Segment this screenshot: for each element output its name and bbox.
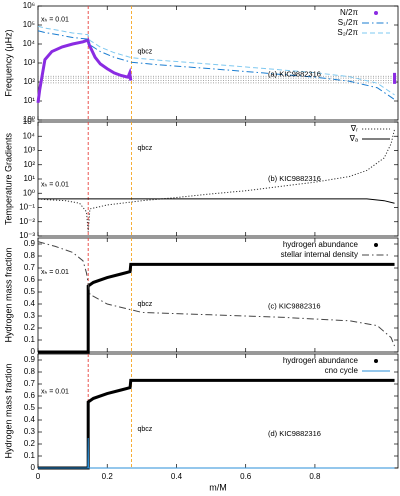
y-tick-label: 10²: [23, 160, 35, 169]
y-tick-label: 10⁵: [23, 117, 35, 126]
y-tick-label: 10⁴: [23, 39, 36, 48]
annotation: qbcz: [137, 48, 152, 55]
y-tick-label: 0.9: [24, 355, 36, 364]
y-tick-label: 0.6: [24, 391, 36, 400]
x-tick-label: 0.2: [102, 472, 114, 481]
y-tick-label: 0.3: [24, 311, 36, 320]
y-tick-label: 10⁻²: [19, 217, 35, 226]
series-line: [38, 198, 395, 204]
y-tick-label: 0.5: [24, 403, 36, 412]
y-tick-label: 0.1: [24, 335, 36, 344]
y-tick-label: 10⁴: [23, 131, 36, 140]
series-line: [38, 262, 395, 354]
y-tick-label: 0.3: [24, 427, 36, 436]
series-line: [37, 25, 395, 96]
y-tick-label: 0.1: [24, 451, 36, 460]
y-tick-label: 10⁰: [23, 188, 35, 197]
y-tick-label: 10²: [23, 77, 35, 86]
panel-label: (b) KIC9882316: [268, 174, 321, 183]
y-tick-label: 10⁶: [23, 1, 35, 10]
annotation: xₕ = 0.01: [41, 388, 69, 395]
legend-symbol: [374, 243, 378, 247]
panel-label: (c) KIC9882316: [268, 301, 321, 310]
y-axis-title: Temperature Gradients: [3, 132, 13, 225]
y-tick-label: 0.5: [24, 287, 36, 296]
series-line: [38, 378, 395, 470]
legend-label: cno cycle: [325, 366, 359, 375]
x-tick-label: 0.4: [171, 472, 183, 481]
x-axis-title: m/M: [209, 482, 227, 492]
series-line: [38, 437, 395, 469]
y-tick-label: 0.2: [24, 323, 36, 332]
annotation: qbcz: [137, 145, 152, 152]
series-line: [37, 129, 396, 232]
series-line: [37, 30, 395, 100]
y-axis-title: Frequency (μHz): [3, 29, 13, 96]
legend-symbol: [374, 359, 378, 363]
y-tick-label: 10⁻¹: [19, 203, 35, 212]
y-tick-label: 10⁰: [23, 115, 35, 124]
y-tick-label: 0.2: [24, 439, 36, 448]
y-tick-label: 0.4: [24, 415, 36, 424]
annotation: qbcz: [137, 426, 152, 433]
y-tick-label: 0.6: [24, 275, 36, 284]
y-tick-label: 10³: [23, 58, 35, 67]
panel-frame: [37, 237, 399, 353]
panel-label: (a) KIC9882316: [268, 69, 321, 78]
legend-label: N/2π: [340, 8, 358, 17]
legend-label: S₂/2π: [337, 28, 358, 37]
y-tick-label: 0.8: [24, 367, 36, 376]
y-tick-label: 0: [31, 463, 36, 472]
y-tick-label: 10¹: [23, 174, 35, 183]
panel-frame: [37, 121, 399, 237]
x-tick-label: 0: [36, 472, 41, 481]
legend-label: ∇ₐ: [349, 134, 359, 143]
series-line: [37, 241, 396, 347]
annotation: qbcz: [137, 301, 152, 308]
y-tick-label: 10⁻³: [19, 231, 35, 240]
legend-symbol: [374, 11, 378, 15]
y-tick-label: 0.7: [24, 379, 36, 388]
panel-label: (d) KIC9882316: [268, 429, 321, 438]
y-tick-label: 10⁵: [23, 20, 35, 29]
y-tick-label: 0: [31, 347, 36, 356]
y-axis-title: Hydrogen mass fraction: [3, 247, 13, 342]
x-tick-label: 0.6: [240, 472, 252, 481]
legend-label: ∇ᵣ: [350, 124, 358, 133]
legend-label: S₁/2π: [338, 18, 359, 27]
series-line: [36, 38, 397, 104]
y-tick-label: 0.8: [24, 251, 36, 260]
y-tick-label: 10³: [23, 146, 35, 155]
legend-label: hydrogen abundance: [283, 240, 359, 249]
legend-label: stellar internal density: [281, 250, 358, 259]
y-tick-label: 10¹: [23, 96, 35, 105]
x-tick-label: 0.8: [309, 472, 321, 481]
annotation: xₕ = 0.01: [41, 17, 69, 24]
annotation: xₕ = 0.01: [41, 182, 69, 189]
y-tick-label: 0.4: [24, 299, 36, 308]
annotation: xₕ = 0.01: [41, 269, 69, 276]
y-tick-label: 0.9: [24, 239, 36, 248]
y-tick-label: 0.7: [24, 263, 36, 272]
y-axis-title: Hydrogen mass fraction: [3, 363, 13, 458]
legend-label: hydrogen abundance: [283, 356, 359, 365]
